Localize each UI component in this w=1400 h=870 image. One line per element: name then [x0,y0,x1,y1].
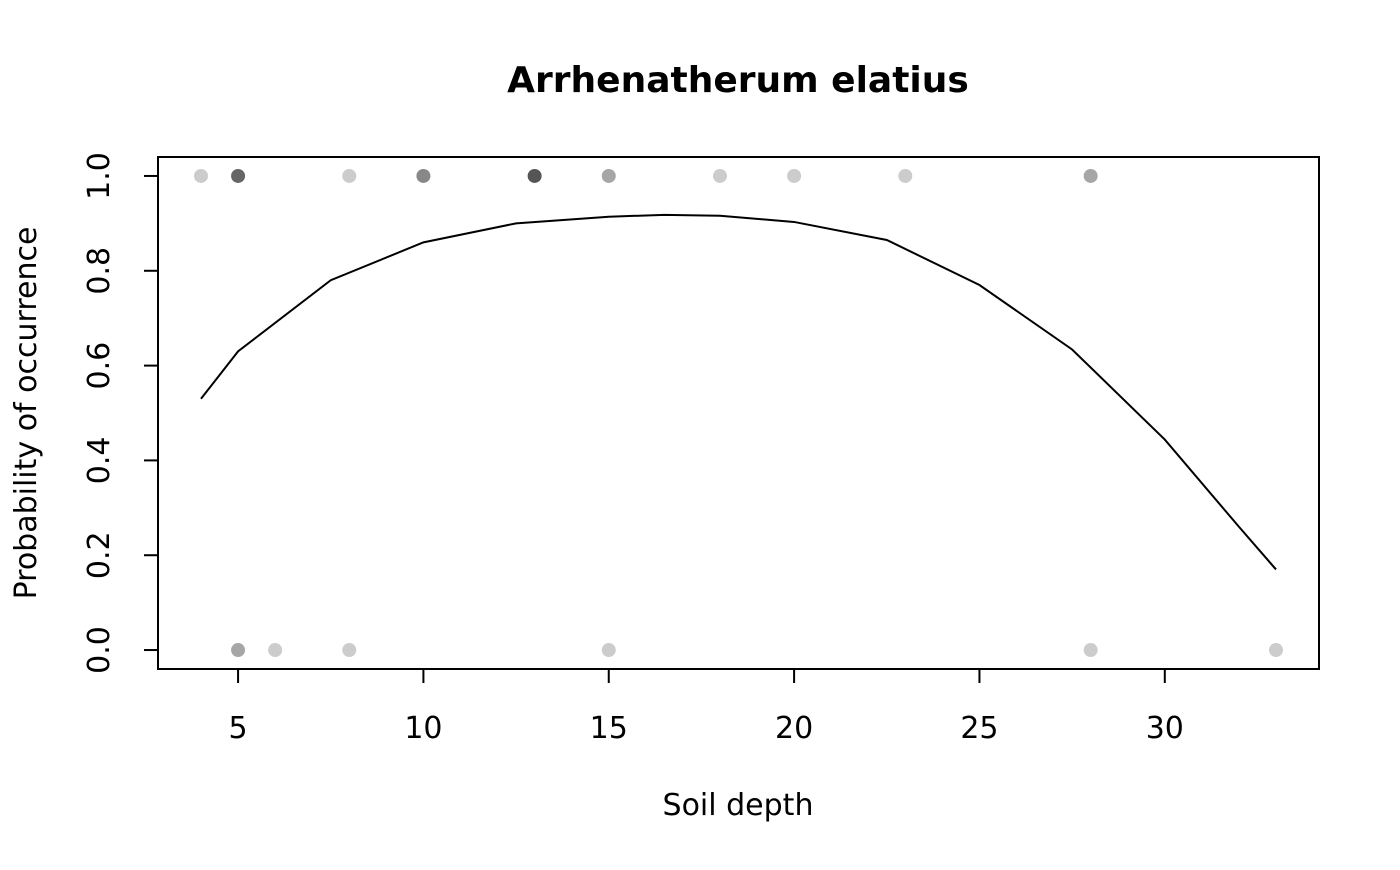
y-axis-label: Probability of occurrence [9,227,44,600]
y-tick-label: 0.0 [82,626,117,674]
point [1269,643,1283,658]
point [342,643,357,658]
point [268,643,283,658]
point [416,168,431,183]
point [1083,168,1098,183]
y-tick-label: 0.8 [82,247,117,295]
point [1083,643,1098,658]
y-tick-label: 0.4 [82,437,117,485]
point [231,168,246,183]
point [601,168,616,183]
point [527,168,542,183]
x-tick-label: 5 [229,711,248,746]
y-tick-label: 0.2 [82,531,117,579]
y-tick-label: 1.0 [82,152,117,200]
x-tick-label: 10 [404,711,442,746]
y-tick-label: 0.6 [82,342,117,390]
point [231,643,246,658]
point [601,643,616,658]
x-tick-label: 15 [590,711,628,746]
x-axis-label: Soil depth [663,788,814,823]
point [194,168,208,183]
plot-frame [157,156,1320,670]
x-tick-label: 25 [960,711,998,746]
chart-title: Arrhenatherum elatius [507,60,969,101]
fitted-curve [200,213,1277,571]
x-tick-label: 30 [1146,711,1184,746]
point [342,168,357,183]
point [712,168,727,183]
point [787,168,802,183]
point [898,168,913,183]
x-tick-label: 20 [775,711,813,746]
